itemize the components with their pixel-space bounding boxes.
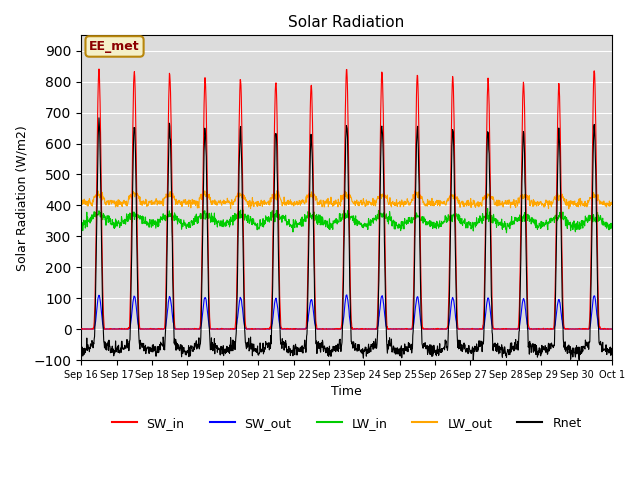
X-axis label: Time: Time bbox=[332, 385, 362, 398]
Title: Solar Radiation: Solar Radiation bbox=[289, 15, 404, 30]
Y-axis label: Solar Radiation (W/m2): Solar Radiation (W/m2) bbox=[15, 125, 28, 271]
Legend: SW_in, SW_out, LW_in, LW_out, Rnet: SW_in, SW_out, LW_in, LW_out, Rnet bbox=[107, 412, 587, 435]
Text: EE_met: EE_met bbox=[89, 40, 140, 53]
